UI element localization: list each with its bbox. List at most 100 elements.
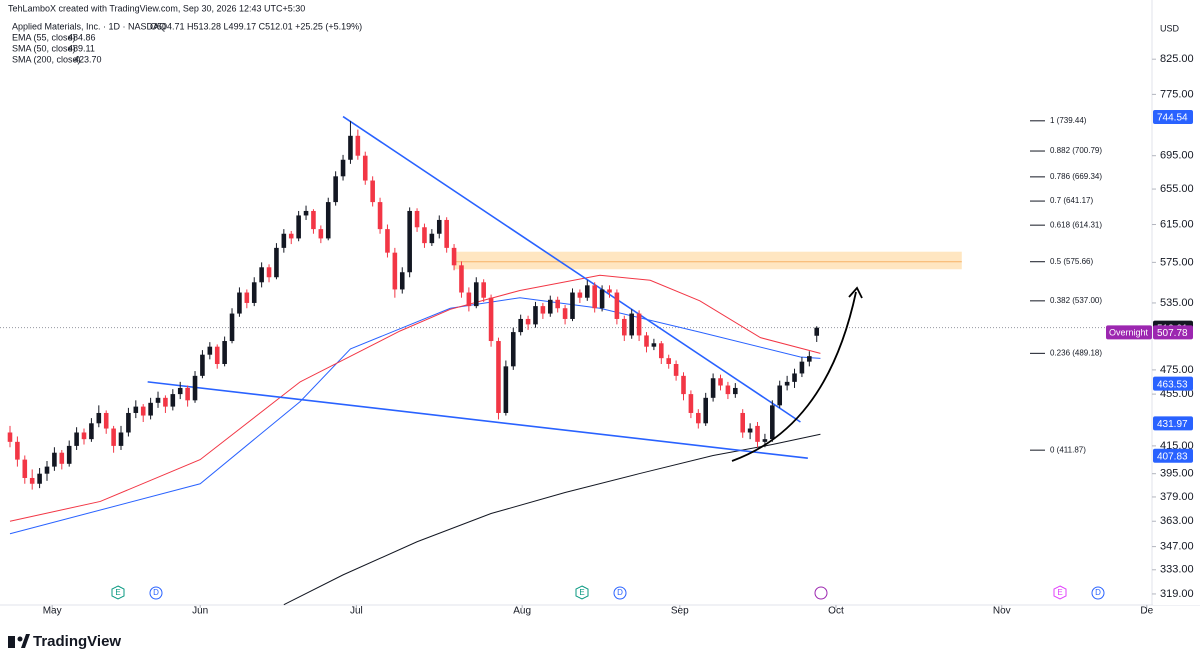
candle-body: [385, 229, 390, 253]
x-tick-label: Nov: [993, 606, 1011, 617]
candle-body: [562, 308, 568, 319]
candle-body: [148, 402, 153, 416]
candle-body: [296, 215, 301, 239]
candle-body: [503, 366, 509, 413]
event-label: D: [1095, 588, 1101, 597]
candle-body: [659, 343, 664, 359]
event-shape: [575, 585, 589, 600]
candle-body: [259, 267, 264, 283]
candle-body: [533, 306, 538, 325]
indicator-name: SMA (200, close): [12, 54, 81, 64]
candle-body: [525, 318, 531, 325]
candle-body: [281, 233, 287, 248]
candle-body: [436, 219, 442, 234]
fib-label: 0.882 (700.79): [1050, 146, 1102, 155]
event-label: D: [153, 588, 159, 597]
candle-body: [207, 346, 213, 355]
candle-body: [444, 219, 449, 248]
price-tag: [1153, 416, 1193, 431]
candle-body: [607, 289, 612, 293]
fib-label: 0.786 (669.34): [1050, 172, 1102, 181]
candle-body: [807, 356, 812, 362]
candle-body: [163, 397, 168, 407]
candle-body: [333, 176, 338, 203]
x-tick-label: Oct: [828, 606, 844, 617]
candle-body: [140, 406, 146, 416]
price-tag: [1153, 448, 1193, 463]
event-shape: [1053, 585, 1067, 600]
candle-body: [111, 428, 116, 446]
indicator-value: 489.11: [68, 43, 95, 53]
candle-body: [488, 297, 494, 342]
candle-body: [185, 387, 190, 401]
watermark: TehLamboX created with TradingView.com, …: [8, 3, 305, 13]
candle-body: [377, 202, 383, 230]
candle-body: [644, 335, 649, 347]
event-label: D: [617, 588, 623, 597]
event-marker: E: [575, 585, 589, 600]
candle-body: [214, 346, 220, 365]
plot: 1 (739.44) 0.882 (700.79) 0.786 (669.34) 0.…: [0, 115, 1152, 606]
indicator-line: [9, 274, 821, 522]
candle-body: [696, 412, 701, 424]
tag-name-bg: [1106, 325, 1152, 340]
candle-body: [496, 341, 501, 413]
x-tick-label: Jul: [350, 606, 363, 617]
fib-label: 0 (411.87): [1050, 445, 1086, 454]
candle-body: [340, 159, 346, 177]
earnings-icon: [814, 586, 828, 600]
brand: TradingView: [33, 633, 121, 650]
y-tick-label: 379.00: [1160, 491, 1194, 503]
event-marker: E: [111, 585, 125, 600]
candle-body: [614, 292, 620, 319]
logo-mark: [8, 636, 15, 648]
candle-body: [170, 394, 176, 407]
event-marker: D: [613, 586, 627, 600]
candle-body: [740, 412, 746, 433]
candle-body: [288, 233, 294, 239]
currency: USD: [1160, 23, 1180, 33]
candle-body: [784, 381, 790, 386]
axis: 825.00 775.00 695.00 655.00 615.00 575.00 535.…: [43, 40, 1200, 617]
indicator-line: [283, 433, 821, 606]
candle-body: [155, 397, 161, 403]
candle-body: [311, 210, 316, 230]
event-shape: [111, 585, 125, 600]
y-tick-label: 615.00: [1160, 218, 1194, 230]
event-label: E: [579, 588, 584, 597]
candle-body: [703, 397, 709, 424]
candle-body: [44, 466, 50, 474]
price-tag-label: 507.78: [1157, 328, 1188, 339]
candle-body: [133, 406, 139, 413]
candle-body: [362, 155, 368, 181]
candle-body: [96, 412, 102, 424]
x-tick-label: Jun: [192, 606, 208, 617]
candle-body: [547, 299, 553, 314]
indicator-name: SMA (50, close): [12, 43, 76, 53]
candle-body: [22, 459, 28, 478]
candle-body: [200, 354, 205, 376]
indicator-name: EMA (55, close): [12, 32, 76, 42]
y-tick-label: 363.00: [1160, 515, 1194, 527]
candle-body: [673, 364, 679, 376]
indicator-line: [9, 297, 821, 535]
event-marker: E: [1053, 585, 1067, 600]
candle-body: [762, 439, 768, 442]
candle-body: [599, 289, 605, 309]
price-tag-label: 407.83: [1157, 451, 1188, 462]
candle-body: [251, 282, 257, 303]
price-tag-label: 431.97: [1157, 419, 1188, 430]
candle-body: [244, 292, 250, 303]
candle-body: [274, 247, 279, 278]
price-tag: [1153, 109, 1193, 124]
trendline: [147, 381, 808, 460]
candle-body: [7, 432, 13, 442]
x-tick-label: Sep: [671, 606, 689, 617]
fib-label: 0.5 (575.66): [1050, 257, 1093, 266]
candle-body: [651, 343, 657, 347]
y-tick-label: 319.00: [1160, 588, 1194, 600]
trendline: [342, 115, 801, 423]
candle-body: [481, 282, 486, 298]
y-tick-label: 395.00: [1160, 468, 1194, 480]
price-tag: [1153, 376, 1193, 391]
